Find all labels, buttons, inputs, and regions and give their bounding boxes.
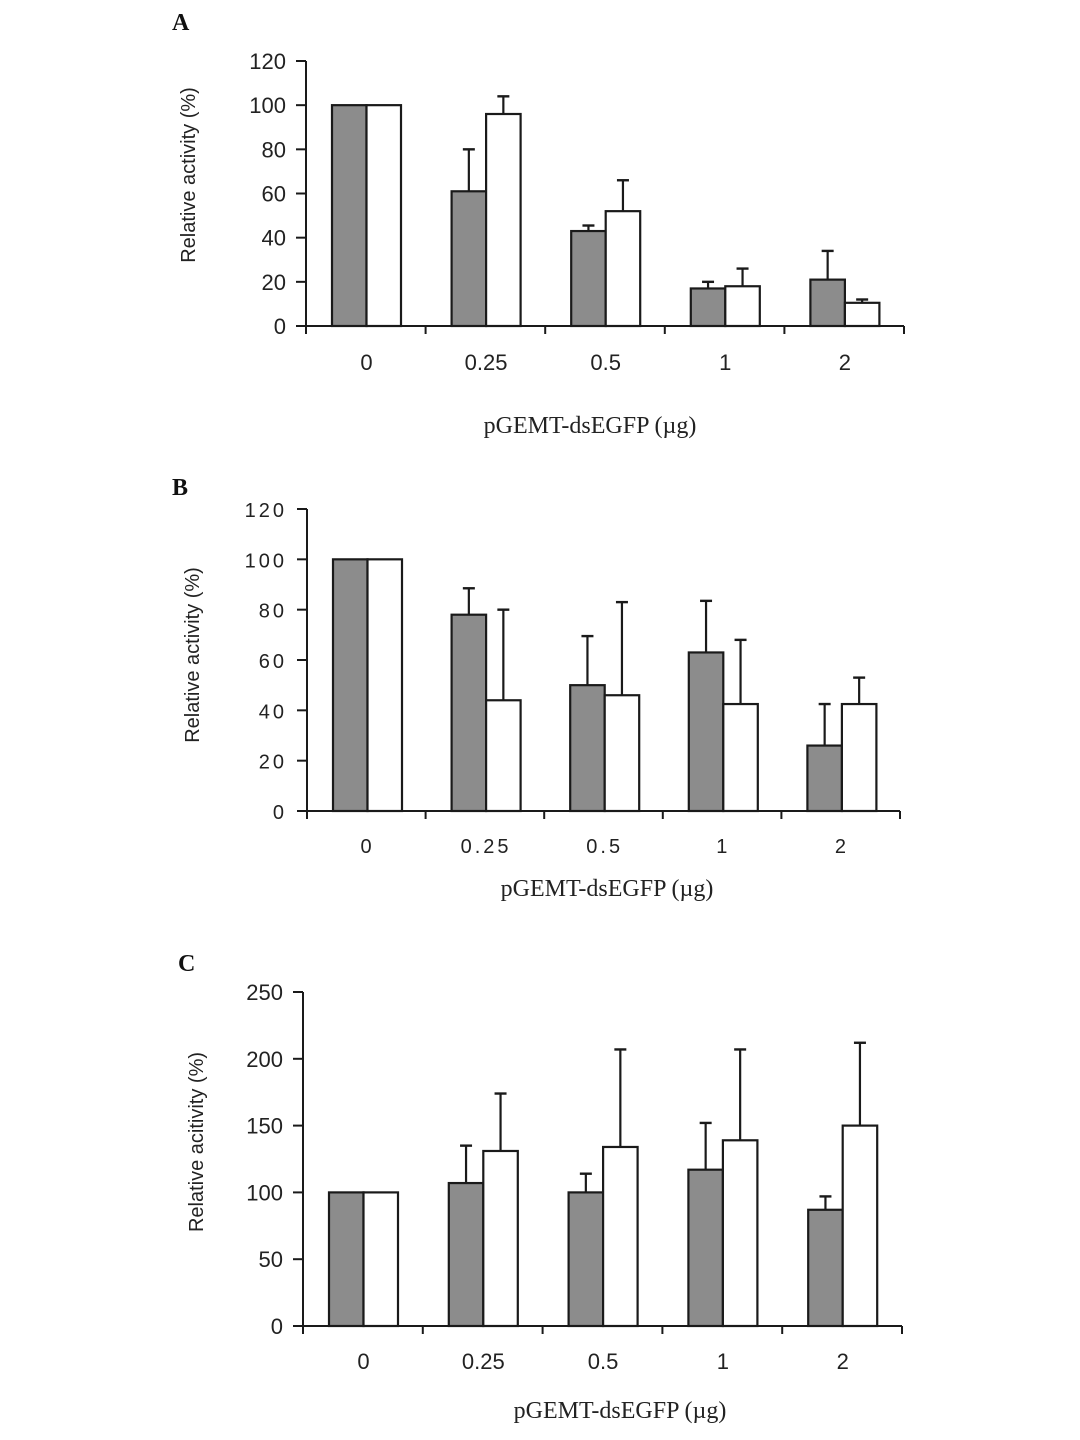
bar-gray-0 [330, 104, 368, 328]
y-tick-label: 60 [259, 651, 287, 673]
x-tick-label: 0 [357, 1349, 369, 1374]
y-tick-label: 40 [259, 701, 287, 723]
bar-gray-0 [327, 1191, 365, 1328]
bar-gray-0.25 [450, 613, 488, 813]
bar-white-1 [722, 702, 759, 813]
panel-letter-a: A [172, 10, 190, 36]
x-axis-label-b: pGEMT-dsEGFP (µg) [501, 876, 714, 902]
x-tick-label: 2 [837, 1349, 849, 1374]
plot-area-a: 0 20 40 60 80 100 120 0 0.25 0.5 1 2 [249, 49, 905, 375]
bar-white-2 [841, 1124, 879, 1328]
y-axis-label-a: Relative activity (%) [178, 87, 200, 263]
y-tick-label: 100 [246, 1180, 283, 1205]
y-tick-label: 120 [245, 500, 287, 522]
y-tick-label: 20 [262, 270, 286, 295]
x-tick-label: 1 [716, 836, 730, 858]
bar-white-0.25 [485, 699, 522, 813]
plot-area-b: 0 20 40 60 80 100 120 0 0.25 0.5 1 2 [245, 500, 901, 858]
bar-gray-0.5 [570, 229, 607, 328]
bar-gray-0.25 [447, 1181, 485, 1328]
y-tick-label: 0 [273, 802, 287, 824]
bar-white-0 [362, 1191, 400, 1328]
bar-white-0.25 [482, 1149, 519, 1328]
y-tick-label: 250 [246, 980, 283, 1005]
y-tick-label: 150 [246, 1114, 283, 1139]
x-tick-label: 1 [719, 350, 731, 375]
bar-white-1 [724, 285, 761, 328]
y-tick-label: 100 [249, 93, 286, 118]
y-tick-label: 50 [259, 1247, 283, 1272]
bar-gray-0.5 [567, 1191, 605, 1328]
bar-white-2 [843, 301, 881, 328]
x-axis-label-c: pGEMT-dsEGFP (µg) [514, 1398, 727, 1424]
y-tick-label: 20 [259, 752, 287, 774]
panel-b: B Relative activity (%) pGEMT-dsEGFP (µg… [172, 475, 901, 902]
bar-gray-0 [331, 558, 369, 813]
bar-gray-1 [687, 651, 725, 813]
x-tick-label: 2 [839, 350, 851, 375]
x-tick-label: 0 [360, 836, 374, 858]
bar-white-0 [366, 558, 404, 813]
bar-gray-2 [806, 744, 844, 813]
panel-letter-b: B [172, 475, 188, 501]
y-tick-label: 80 [259, 601, 287, 623]
bar-gray-2 [807, 1208, 844, 1328]
bar-white-0 [365, 104, 403, 328]
y-axis-label-c: Relative acitivity (%) [186, 1052, 208, 1232]
panel-letter-c: C [178, 951, 195, 977]
y-tick-label: 0 [271, 1314, 283, 1339]
y-tick-label: 200 [246, 1047, 283, 1072]
y-tick-label: 120 [249, 49, 286, 74]
y-axis-label-b: Relative activity (%) [182, 567, 204, 743]
bar-gray-1 [687, 1168, 725, 1328]
bar-white-0.5 [604, 210, 642, 328]
bar-gray-1 [689, 287, 727, 328]
y-tick-label: 100 [245, 550, 287, 572]
bar-gray-0.25 [450, 190, 488, 328]
x-tick-label: 0.5 [590, 350, 621, 375]
panel-c: C Relative acitivity (%) pGEMT-dsEGFP (µ… [178, 951, 903, 1424]
x-tick-label: 0.25 [461, 836, 512, 858]
x-tick-label: 0.5 [588, 1349, 619, 1374]
y-tick-label: 0 [274, 314, 286, 339]
bar-white-0.25 [485, 112, 522, 328]
x-tick-label: 0.25 [465, 350, 508, 375]
x-tick-label: 0.5 [586, 836, 623, 858]
x-tick-label: 2 [835, 836, 849, 858]
y-tick-label: 80 [262, 137, 286, 162]
x-axis-label-a: pGEMT-dsEGFP (µg) [484, 413, 697, 439]
panel-a: A Relative activity (%) pGEMT-dsEGFP (µg… [172, 10, 905, 439]
plot-area-c: 0 50 100 150 200 250 0 0.25 0.5 1 2 [246, 980, 903, 1374]
y-tick-label: 40 [262, 226, 286, 251]
bar-white-0.5 [603, 694, 641, 813]
y-tick-label: 60 [262, 182, 286, 207]
x-tick-label: 1 [717, 1349, 729, 1374]
bar-gray-2 [809, 278, 847, 328]
bar-white-0.5 [601, 1145, 639, 1328]
bar-white-2 [840, 702, 878, 813]
bar-gray-0.5 [569, 684, 606, 813]
x-tick-label: 0 [360, 350, 372, 375]
bar-white-1 [721, 1139, 759, 1328]
x-tick-label: 0.25 [462, 1349, 505, 1374]
